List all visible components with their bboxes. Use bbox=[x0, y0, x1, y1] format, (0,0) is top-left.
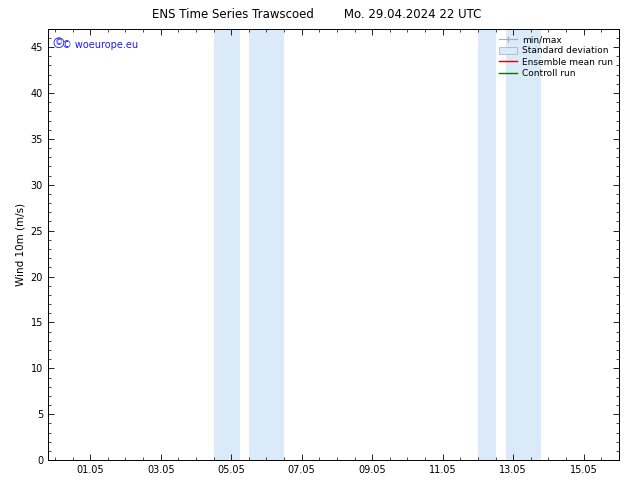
Y-axis label: Wind 10m (m/s): Wind 10m (m/s) bbox=[15, 203, 25, 286]
Bar bbox=[249, 29, 284, 460]
Text: © woeurope.eu: © woeurope.eu bbox=[62, 40, 138, 49]
Text: ENS Time Series Trawscoed        Mo. 29.04.2024 22 UTC: ENS Time Series Trawscoed Mo. 29.04.2024… bbox=[152, 8, 482, 21]
Bar bbox=[506, 29, 541, 460]
Text: ©: © bbox=[55, 38, 63, 47]
Legend: min/max, Standard deviation, Ensemble mean run, Controll run: min/max, Standard deviation, Ensemble me… bbox=[497, 33, 614, 79]
Bar bbox=[478, 29, 496, 460]
Bar bbox=[214, 29, 240, 460]
